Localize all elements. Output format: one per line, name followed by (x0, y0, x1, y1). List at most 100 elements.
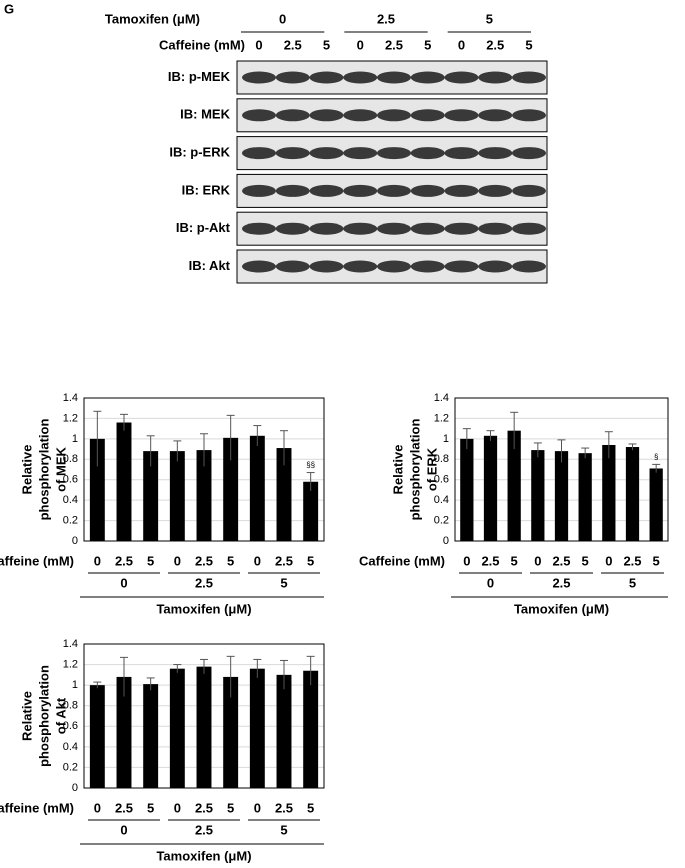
blot-band (410, 222, 445, 235)
blot-band (377, 109, 411, 122)
x-axis-label: Tamoxifen (μM) (156, 601, 251, 616)
bar (507, 430, 521, 541)
blot-band (242, 260, 276, 273)
category-axis-label: Caffeine (mM) (0, 553, 74, 568)
blot-dose: 0 (255, 37, 262, 52)
blot-band (410, 147, 445, 160)
blot-row-label: IB: p-MEK (168, 69, 231, 84)
y-axis-label: of Akt (53, 697, 68, 734)
blot-band (512, 222, 546, 235)
blot-band (309, 260, 344, 273)
blot-band (444, 260, 479, 273)
x-tick-label: 0 (534, 553, 541, 568)
x-tick-label: 2.5 (115, 553, 133, 568)
blot-band (343, 260, 378, 273)
blot-band (343, 184, 378, 197)
x-tick-label: 0 (254, 800, 261, 815)
y-axis-label: of MEK (53, 447, 68, 492)
y-tick-label: 0 (72, 535, 78, 547)
blot-band (275, 109, 310, 122)
blot-band (242, 71, 276, 84)
y-tick-label: 0.2 (434, 514, 449, 526)
bar (116, 676, 132, 788)
bar (249, 668, 265, 788)
bar (169, 668, 185, 788)
bar (625, 447, 640, 541)
blot-band (410, 184, 445, 197)
category-axis-label: Caffeine (mM) (0, 800, 74, 815)
y-axis-label: Relative (390, 445, 405, 495)
x-tick-label: 5 (227, 553, 234, 568)
blot-band (275, 71, 310, 84)
group-label: 5 (280, 575, 287, 590)
blot-band (512, 109, 546, 122)
y-tick-label: 1.4 (63, 638, 78, 650)
bar (554, 451, 569, 541)
bar (303, 481, 319, 541)
blot-dose: 2.5 (385, 37, 403, 52)
y-axis-label: phosphorylation (407, 419, 422, 521)
blot-dose-label: Caffeine (mM) (159, 37, 245, 52)
blot-band (377, 71, 411, 84)
blot-band (512, 71, 546, 84)
y-tick-label: 0.4 (63, 494, 78, 506)
group-label: 2.5 (195, 575, 213, 590)
x-tick-label: 2.5 (275, 553, 293, 568)
blot-band (478, 260, 513, 273)
blot-dose: 0 (458, 37, 465, 52)
blot-band (309, 71, 344, 84)
x-tick-label: 2.5 (623, 553, 641, 568)
x-tick-label: 5 (653, 553, 660, 568)
bar (143, 684, 159, 788)
y-tick-label: 0.8 (63, 700, 78, 712)
blot-band (242, 184, 276, 197)
blot-band (309, 222, 344, 235)
x-tick-label: 0 (174, 553, 181, 568)
x-tick-label: 0 (463, 553, 470, 568)
x-tick-label: 2.5 (552, 553, 570, 568)
blot-band (444, 222, 479, 235)
group-label: 0 (487, 575, 494, 590)
blot-band (444, 71, 479, 84)
bar (89, 438, 105, 541)
blot-band (309, 109, 344, 122)
group-label: 5 (280, 822, 287, 837)
blot-dose: 0 (357, 37, 364, 52)
blot-band (275, 222, 310, 235)
blot-band (377, 260, 411, 273)
blot-band (343, 222, 378, 235)
y-tick-label: 1.2 (63, 412, 78, 424)
bar (116, 422, 132, 541)
bar (303, 670, 319, 788)
bar (143, 451, 159, 541)
bar (460, 438, 474, 541)
y-tick-label: 1.2 (63, 658, 78, 670)
blot-treatment-label: Tamoxifen (μM) (105, 11, 200, 26)
blot-band (309, 184, 344, 197)
blot-band (343, 147, 378, 160)
y-tick-label: 0.8 (434, 453, 449, 465)
blot-band (444, 184, 479, 197)
bar (276, 674, 292, 788)
x-tick-label: 2.5 (115, 800, 133, 815)
x-tick-label: 5 (582, 553, 589, 568)
blot-band (410, 109, 445, 122)
blot-band (478, 109, 513, 122)
blot-dose: 5 (323, 37, 330, 52)
blot-band (343, 71, 378, 84)
blot-band (478, 147, 513, 160)
y-axis-label: phosphorylation (36, 665, 51, 767)
blot-band (343, 109, 378, 122)
bar (249, 435, 265, 541)
blot-dose: 2.5 (284, 37, 302, 52)
bar (531, 450, 545, 541)
y-axis-label: of ERK (424, 447, 439, 491)
x-tick-label: 0 (94, 553, 101, 568)
y-tick-label: 0.6 (434, 474, 449, 486)
group-label: 0 (120, 575, 127, 590)
x-axis-label: Tamoxifen (μM) (514, 601, 609, 616)
blot-dose: 5 (424, 37, 431, 52)
category-axis-label: Caffeine (mM) (359, 553, 445, 568)
blot-band (309, 147, 344, 160)
x-tick-label: 2.5 (481, 553, 499, 568)
